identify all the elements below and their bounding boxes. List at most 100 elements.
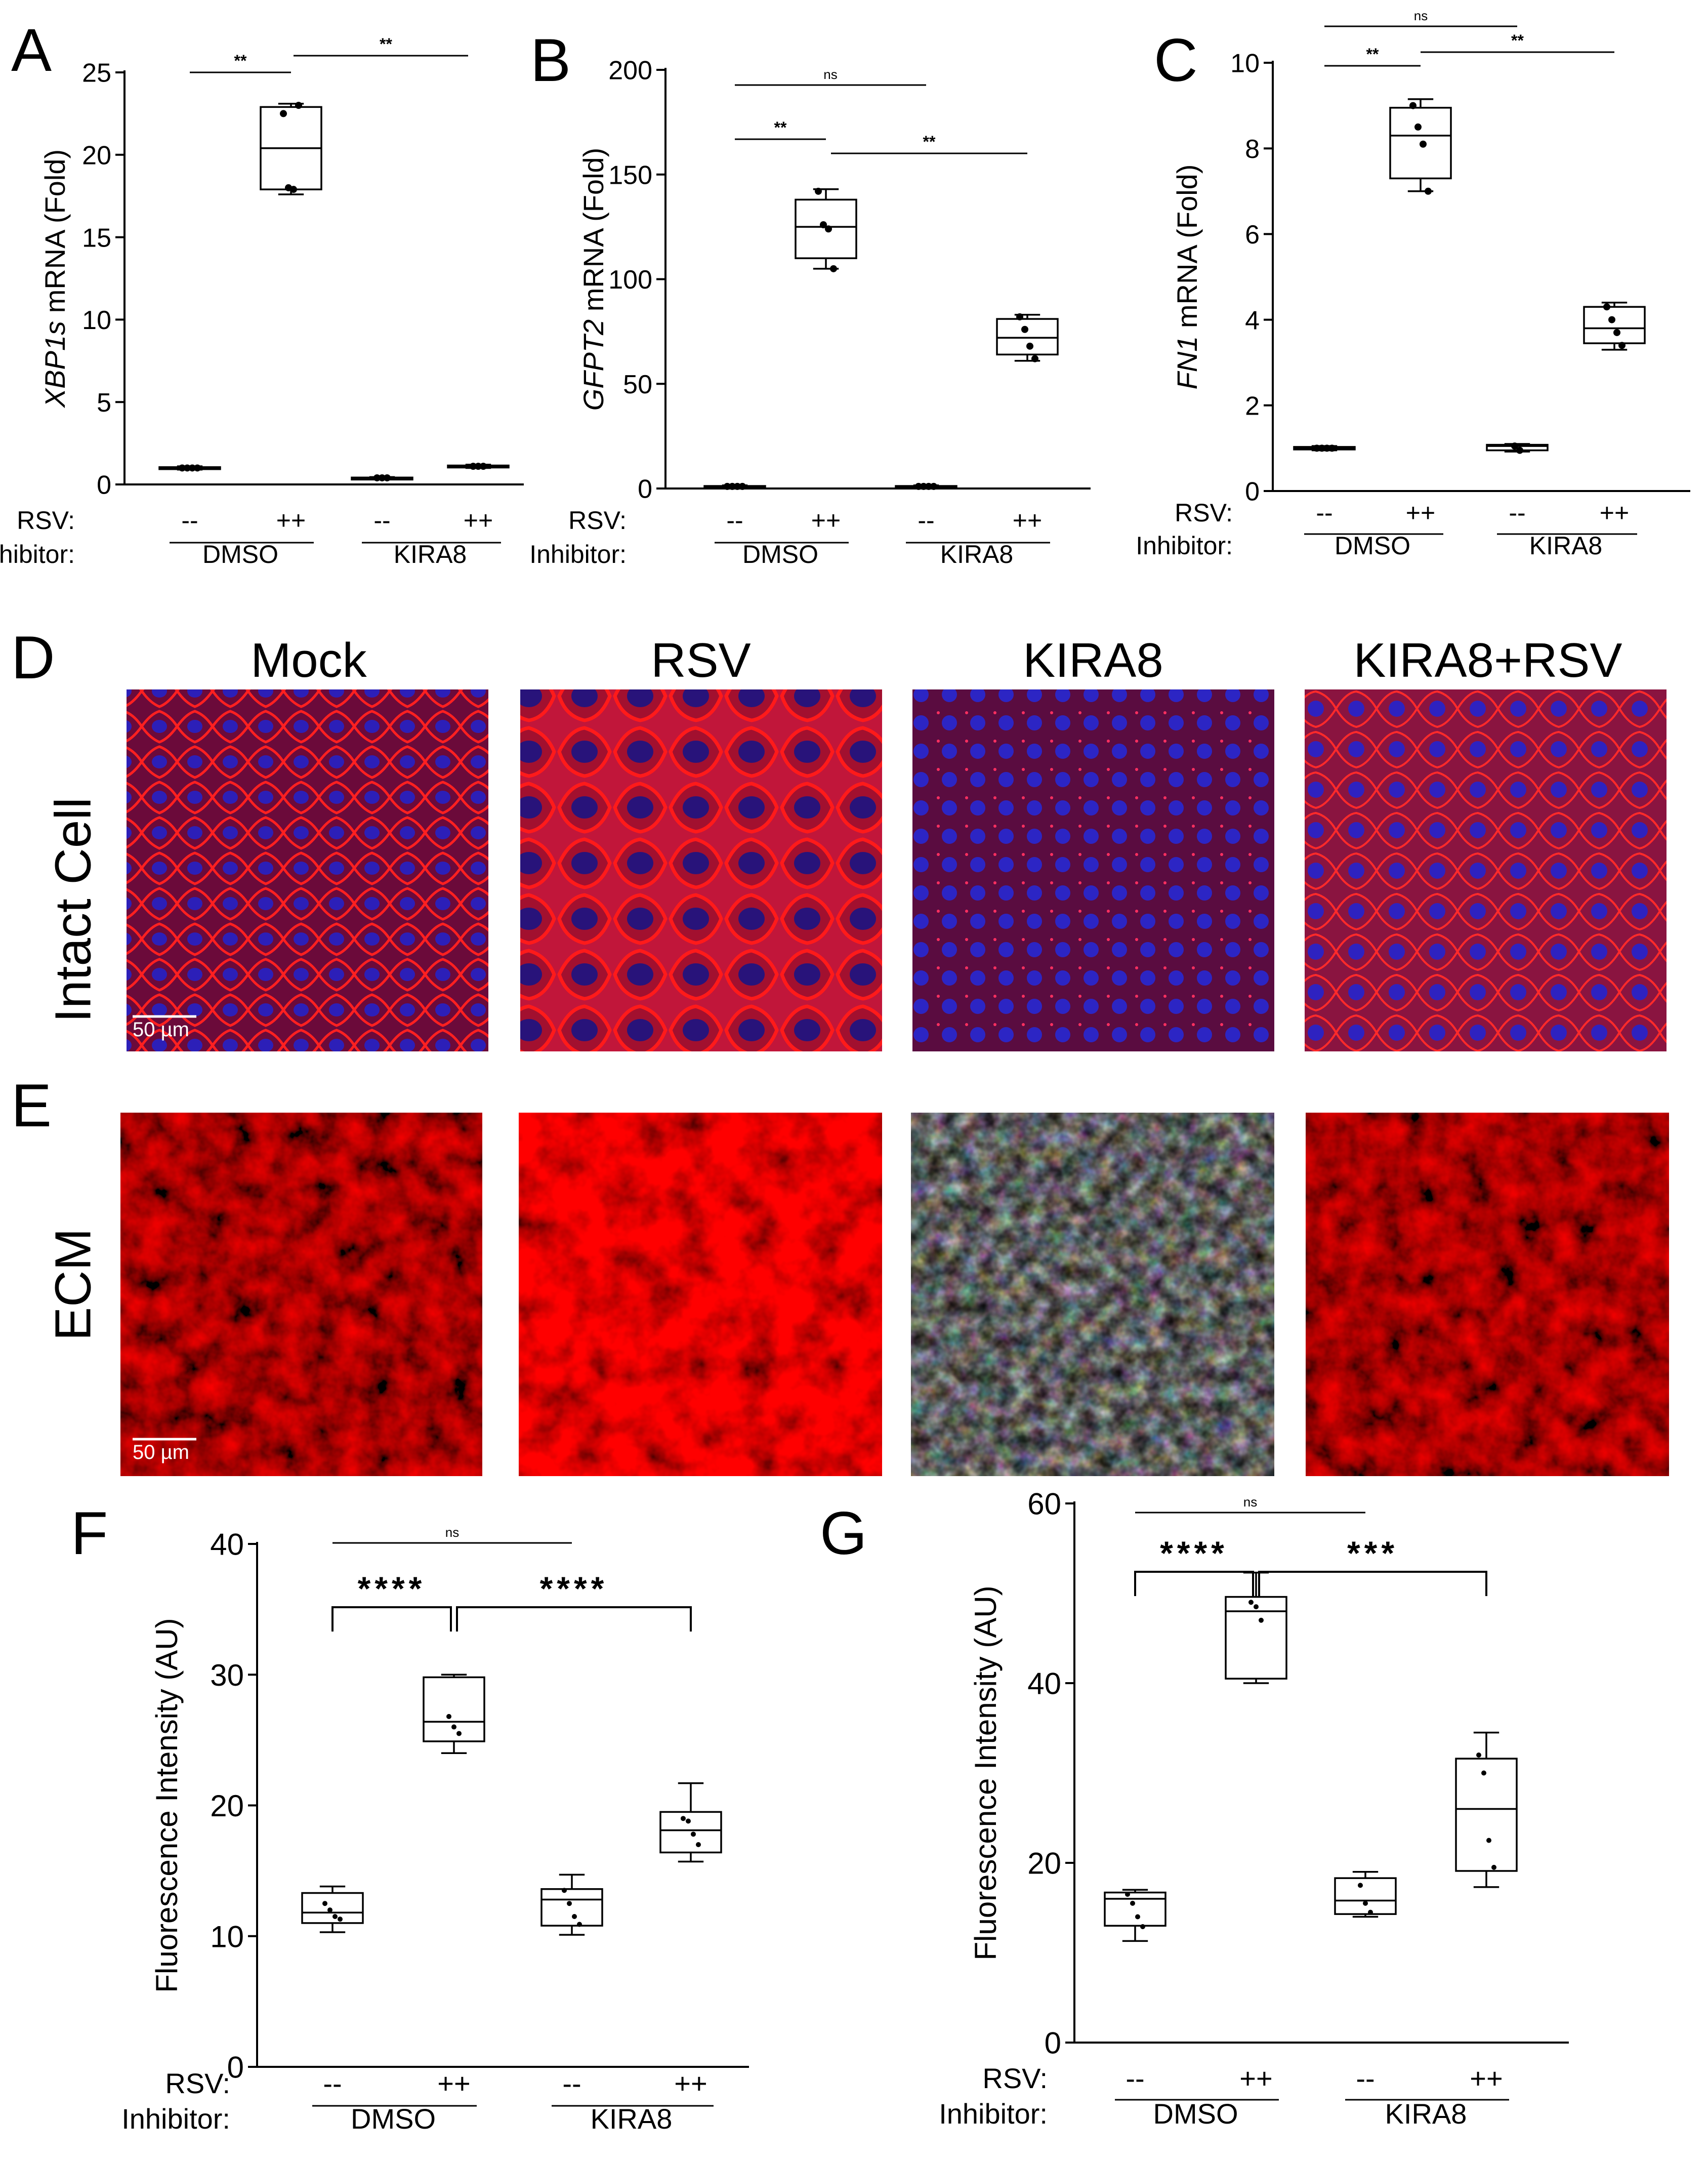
significance-label: ns	[1243, 1494, 1257, 1510]
data-point	[567, 1901, 572, 1906]
rsv-value: ++	[1239, 2062, 1272, 2094]
data-point	[194, 464, 201, 472]
panel-letter-e: E	[11, 1072, 52, 1139]
y-axis-label: Fluorescence Intensity (AU)	[969, 1585, 1003, 1960]
data-point	[1125, 1892, 1130, 1897]
data-point	[815, 187, 822, 195]
data-point	[1323, 444, 1330, 452]
y-tick-label: 20	[82, 141, 111, 171]
significance-starstarstarstar: ****	[456, 1570, 692, 1632]
data-point	[322, 1901, 327, 1906]
y-tick-label: 20	[210, 1789, 244, 1823]
rsv-value: --	[1316, 499, 1332, 527]
y-tick-label: 2	[1245, 392, 1260, 421]
data-point	[1140, 1924, 1145, 1930]
group-kira8-label: KIRA8	[1529, 532, 1603, 560]
significance-ns: ns	[332, 1525, 572, 1544]
y-axis-label-gene: GFPT2	[577, 319, 609, 411]
data-point	[681, 1816, 686, 1821]
data-point	[1259, 1617, 1264, 1623]
data-point	[290, 186, 297, 193]
data-point	[1358, 1883, 1363, 1888]
panel-letter-a: A	[11, 16, 52, 84]
y-tick-label: 50	[623, 370, 652, 399]
data-point	[295, 102, 302, 109]
significance-label: **	[380, 35, 392, 53]
group-kira8-label: KIRA8	[1385, 2098, 1467, 2130]
inhibitor-row-label: Inhibitor:	[939, 2098, 1048, 2130]
box-1	[1104, 1889, 1167, 1942]
rsv-value: ++	[1600, 499, 1629, 527]
data-point	[734, 482, 741, 490]
significance-label: ns	[1414, 8, 1428, 23]
significance-starstarstarstar: ****	[331, 1570, 452, 1632]
data-point	[1130, 1900, 1135, 1906]
data-point	[691, 1831, 696, 1837]
panel-letter-d: D	[11, 624, 55, 691]
data-point	[930, 482, 937, 490]
scale-bar-label-intact: 50 µm	[133, 1018, 189, 1041]
data-point	[384, 474, 391, 481]
data-point	[480, 463, 487, 470]
box-2	[1389, 98, 1452, 195]
y-tick-label: 30	[210, 1658, 244, 1692]
data-point	[475, 463, 482, 470]
box-iqr	[1583, 306, 1646, 344]
data-point	[915, 482, 922, 490]
y-tick-label: 0	[1245, 477, 1260, 507]
panel-letter-f: F	[71, 1499, 108, 1567]
box-2	[795, 187, 857, 272]
rsv-value: ++	[811, 506, 841, 535]
chart-b: 0 50 100 150 200 GFPT2 mRNA (Fold) ns ** ** RSV: I…	[529, 56, 1091, 568]
significance-label: **	[1511, 31, 1524, 50]
data-point	[1420, 140, 1427, 148]
data-point	[1248, 1600, 1254, 1605]
inhibitor-row-label: Inhibitor:	[1136, 532, 1233, 560]
data-point	[179, 464, 186, 472]
y-tick-label: 100	[608, 265, 652, 295]
group-dmso-label: DMSO	[1153, 2098, 1238, 2130]
y-tick-label: 10	[1230, 49, 1260, 78]
box-3	[1486, 442, 1549, 454]
y-tick-label: 40	[1027, 1667, 1061, 1701]
box-iqr	[301, 1892, 364, 1924]
box-1	[703, 482, 766, 490]
y-axis-label: GFPT2 mRNA (Fold)	[577, 148, 609, 411]
data-point	[338, 1917, 343, 1922]
y-tick-label: 8	[1245, 135, 1260, 164]
significance-label: ***	[1347, 1534, 1398, 1572]
box-4	[659, 1782, 722, 1863]
y-tick-label: 60	[1027, 1487, 1061, 1521]
box-iqr	[996, 318, 1059, 356]
data-point	[729, 482, 736, 490]
group-kira8-label: KIRA8	[591, 2103, 673, 2135]
data-point	[1318, 444, 1325, 452]
data-point	[470, 463, 477, 470]
y-tick-label: 5	[97, 388, 111, 418]
box-3	[540, 1873, 603, 1936]
inhibitor-row-label: Inhibitor:	[0, 540, 75, 568]
data-point	[327, 1907, 332, 1913]
data-point	[184, 464, 191, 472]
rsv-value: ++	[464, 506, 493, 535]
significance-bracket	[1134, 1571, 1254, 1596]
rsv-value: --	[181, 506, 198, 535]
group-dmso-label: DMSO	[1335, 532, 1410, 560]
panel-letter-b: B	[530, 26, 571, 94]
data-point	[1031, 355, 1038, 362]
y-tick-label: 0	[97, 471, 111, 500]
box-4	[447, 463, 510, 470]
data-point	[1481, 1770, 1486, 1776]
y-tick-label: 0	[1045, 2026, 1061, 2060]
data-point	[572, 1914, 577, 1920]
y-axis-label-unit: mRNA (Fold)	[1171, 165, 1203, 336]
y-axis-label-unit: mRNA (Fold)	[577, 148, 609, 319]
significance-bracket	[456, 1606, 692, 1632]
box-4	[1583, 302, 1646, 351]
y-tick-label: 10	[210, 1920, 244, 1953]
panel-letter-g: G	[820, 1499, 867, 1567]
significance-label: **	[1366, 45, 1379, 63]
data-point	[920, 482, 927, 490]
data-point	[1363, 1900, 1368, 1906]
